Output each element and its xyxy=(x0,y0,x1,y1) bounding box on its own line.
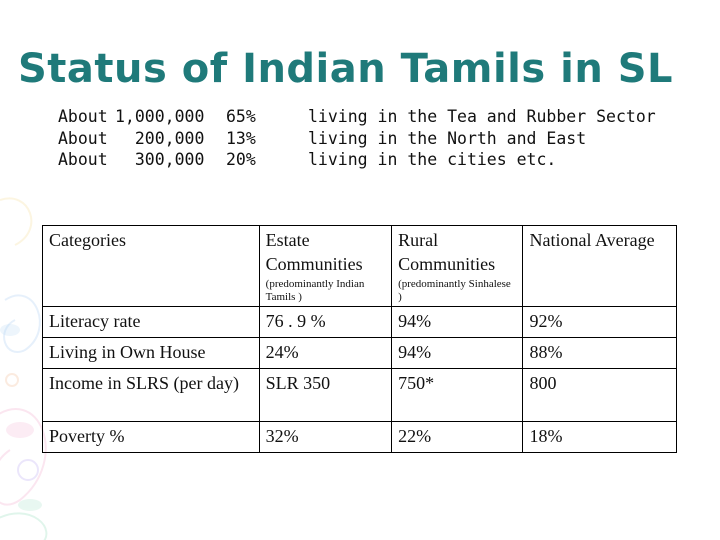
row-category: Poverty % xyxy=(42,421,260,453)
stat-about: About xyxy=(58,107,108,126)
row-estate-value: SLR 350 xyxy=(258,368,393,422)
header-categories: Categories xyxy=(42,225,260,307)
header-estate-label: Estate Communities xyxy=(265,230,363,274)
slide-title: Status of Indian Tamils in SL xyxy=(18,46,674,92)
row-national-value: 800 xyxy=(522,368,677,422)
table-row: Living in Own House 24% 94% 88% xyxy=(42,337,677,369)
row-category: Living in Own House xyxy=(42,337,260,369)
row-national-value: 92% xyxy=(522,306,677,338)
table-header-row: Categories Estate Communities (predomina… xyxy=(42,225,677,307)
stat-about: About xyxy=(58,128,108,148)
row-rural-value: 22% xyxy=(391,421,524,453)
header-estate-note: (predominantly Indian Tamils ) xyxy=(265,278,365,303)
stat-row: About 300,000 20% living in the cities e… xyxy=(58,149,556,171)
header-estate: Estate Communities (predominantly Indian… xyxy=(258,225,393,307)
comparison-table: Categories Estate Communities (predomina… xyxy=(42,225,677,453)
stat-description: living in the cities etc. xyxy=(308,150,557,169)
row-estate-value: 76 . 9 % xyxy=(258,306,393,338)
header-rural-label: Rural Communities xyxy=(398,230,496,274)
stat-amount: 200,000 xyxy=(115,128,205,148)
stat-description: living in the North and East xyxy=(308,128,587,148)
table-row: Poverty % 32% 22% 18% xyxy=(42,421,677,453)
stat-row: About 200,000 13% living in the North an… xyxy=(58,128,586,150)
row-category: Income in SLRS (per day) xyxy=(42,368,260,422)
header-rural-note: (predominantly Sinhalese ) xyxy=(398,278,511,303)
row-rural-value: 94% xyxy=(391,337,524,369)
table-row: Literacy rate 76 . 9 % 94% 92% xyxy=(42,306,677,338)
row-rural-value: 750* xyxy=(391,368,524,422)
stat-percent: 13% xyxy=(226,128,256,148)
stat-row: About 1,000,000 65% living in the Tea an… xyxy=(58,106,656,128)
stat-percent: 20% xyxy=(226,150,256,169)
stat-about: About xyxy=(58,150,108,169)
stat-percent: 65% xyxy=(226,107,256,126)
stat-description: living in the Tea and Rubber Sector xyxy=(308,107,656,126)
population-stats: About 1,000,000 65% living in the Tea an… xyxy=(58,106,656,171)
row-category: Literacy rate xyxy=(42,306,260,338)
header-categories-label: Categories xyxy=(49,230,126,250)
row-rural-value: 94% xyxy=(391,306,524,338)
header-national: National Average xyxy=(522,225,677,307)
header-rural: Rural Communities (predominantly Sinhale… xyxy=(391,225,524,307)
stat-amount: 300,000 xyxy=(115,150,205,169)
table-row: Income in SLRS (per day) SLR 350 750* 80… xyxy=(42,368,677,422)
stat-amount: 1,000,000 xyxy=(115,107,205,126)
row-estate-value: 32% xyxy=(258,421,393,453)
row-national-value: 18% xyxy=(522,421,677,453)
row-national-value: 88% xyxy=(522,337,677,369)
header-national-label: National Average xyxy=(529,230,655,250)
row-estate-value: 24% xyxy=(258,337,393,369)
